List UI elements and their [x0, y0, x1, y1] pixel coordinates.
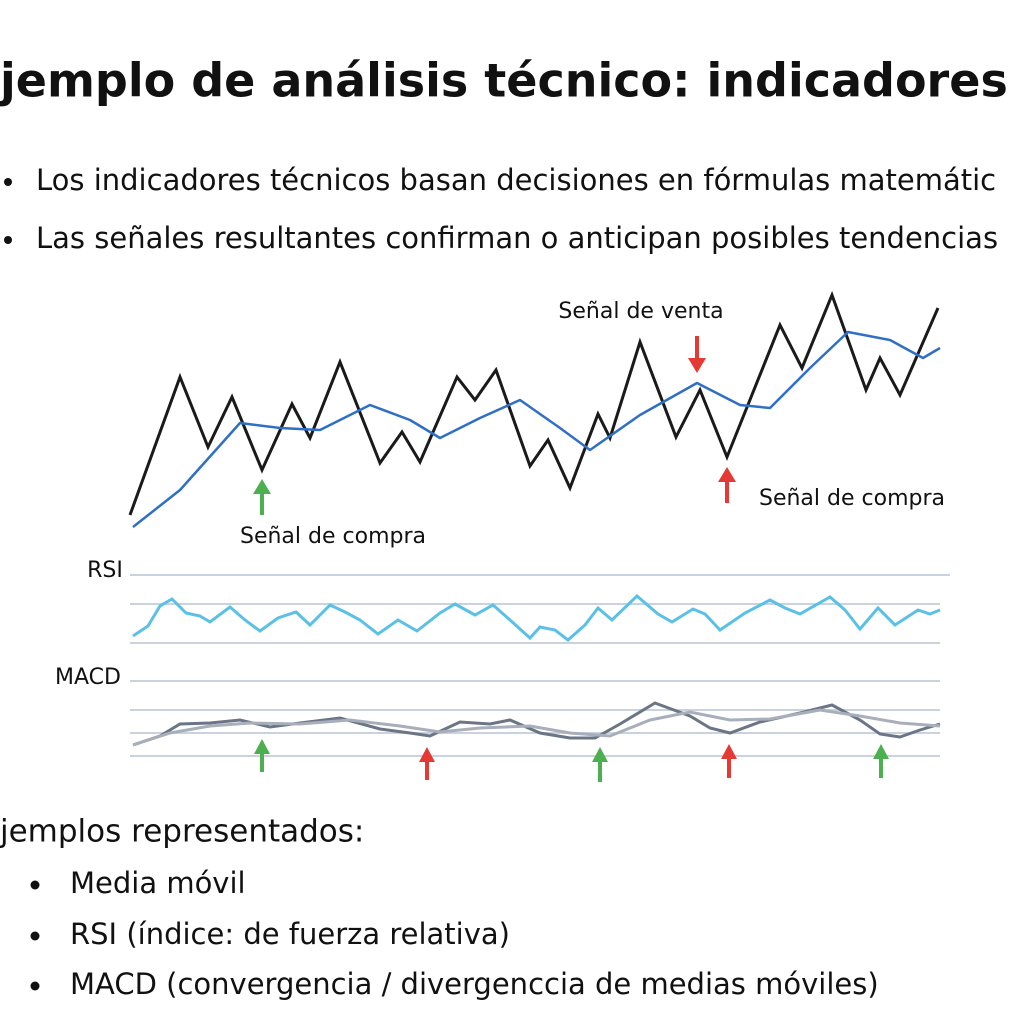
- example-item: Media móvil: [70, 866, 246, 900]
- sell-arrow: [419, 747, 435, 780]
- buy-arrow: [873, 744, 889, 778]
- buy-arrow: [718, 467, 736, 503]
- bullet-dot: [30, 880, 40, 890]
- annotation: Señal de compra: [759, 486, 945, 511]
- rsi-panel: RSI: [87, 558, 950, 644]
- rsi-line: [132, 593, 941, 642]
- example-item: RSI (índice: de fuerza relativa): [70, 917, 510, 951]
- bullet-dot: [4, 178, 12, 186]
- panel-label: MACD: [55, 665, 121, 690]
- price-chart: Señal de venta Señal de compra Señal de …: [128, 290, 945, 549]
- bullet-dot: [4, 236, 12, 244]
- buy-arrow: [592, 747, 608, 782]
- moving-average: [132, 330, 941, 528]
- panel-label: RSI: [87, 558, 123, 583]
- macd-line: [132, 701, 941, 747]
- bullet: Las señales resultantes confirman o anti…: [36, 221, 998, 255]
- sell-arrow: [721, 744, 737, 778]
- signal-line: [132, 708, 941, 747]
- title: jemplo de análisis técnico: indicadores: [0, 54, 1008, 108]
- section-heading: jemplos representados:: [0, 814, 364, 850]
- macd-panel: MACD: [55, 665, 941, 782]
- annotation: Señal de compra: [240, 524, 426, 549]
- bullet: Los indicadores técnicos basan decisione…: [36, 163, 996, 197]
- buy-arrow: [253, 479, 271, 515]
- buy-arrow: [254, 739, 270, 772]
- bullet-dot: [30, 931, 40, 941]
- sell-arrow: [688, 336, 706, 373]
- annotation: Señal de venta: [558, 299, 723, 324]
- bullet-dot: [30, 981, 40, 991]
- price-line: [128, 290, 940, 516]
- example-item: MACD (convergencia / divergenccia de med…: [70, 967, 879, 1001]
